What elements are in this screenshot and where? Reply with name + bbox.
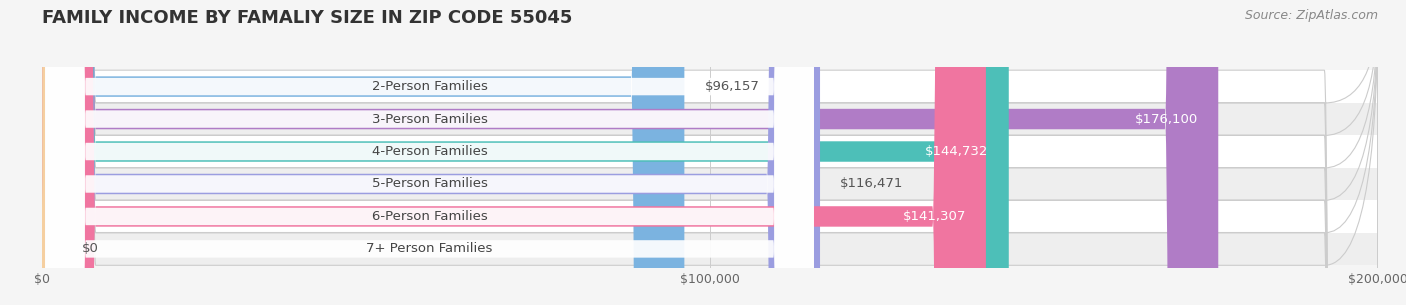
- FancyBboxPatch shape: [45, 0, 814, 305]
- FancyBboxPatch shape: [42, 0, 685, 305]
- Bar: [42, 70, 1378, 103]
- FancyBboxPatch shape: [45, 0, 814, 305]
- Bar: [42, 200, 1378, 233]
- Text: 4-Person Families: 4-Person Families: [371, 145, 488, 158]
- Text: 5-Person Families: 5-Person Families: [371, 178, 488, 191]
- FancyBboxPatch shape: [45, 0, 814, 305]
- Text: $116,471: $116,471: [839, 178, 904, 191]
- Text: FAMILY INCOME BY FAMALIY SIZE IN ZIP CODE 55045: FAMILY INCOME BY FAMALIY SIZE IN ZIP COD…: [42, 9, 572, 27]
- FancyBboxPatch shape: [42, 0, 1008, 305]
- Text: $176,100: $176,100: [1135, 113, 1198, 126]
- Text: $96,157: $96,157: [704, 80, 759, 93]
- FancyBboxPatch shape: [42, 0, 1218, 305]
- Text: 6-Person Families: 6-Person Families: [371, 210, 488, 223]
- FancyBboxPatch shape: [42, 0, 986, 305]
- Text: $141,307: $141,307: [903, 210, 966, 223]
- FancyBboxPatch shape: [42, 0, 820, 305]
- Bar: [42, 103, 1378, 135]
- Text: 3-Person Families: 3-Person Families: [371, 113, 488, 126]
- Bar: [42, 135, 1378, 168]
- Bar: [42, 168, 1378, 200]
- Text: 7+ Person Families: 7+ Person Families: [367, 242, 492, 255]
- FancyBboxPatch shape: [45, 0, 814, 305]
- Text: Source: ZipAtlas.com: Source: ZipAtlas.com: [1244, 9, 1378, 22]
- Text: $144,732: $144,732: [925, 145, 988, 158]
- FancyBboxPatch shape: [45, 0, 814, 305]
- FancyBboxPatch shape: [45, 0, 814, 305]
- Bar: [42, 233, 1378, 265]
- Text: 2-Person Families: 2-Person Families: [371, 80, 488, 93]
- FancyBboxPatch shape: [42, 0, 56, 305]
- Text: $0: $0: [82, 242, 100, 255]
